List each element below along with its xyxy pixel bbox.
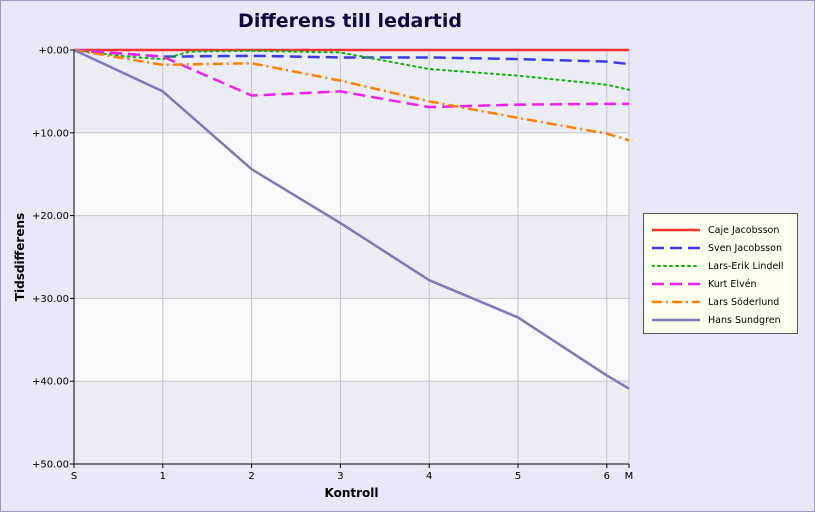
legend-item-5: Lars Söderlund [644,293,797,311]
legend-label: Kurt Elvén [708,278,757,290]
y-tick-label: +50.00 [32,460,69,471]
legend-item-2: Sven Jacobsson [644,239,797,257]
series-line-5 [73,48,630,142]
series-line-4 [73,48,629,109]
legend-item-4: Kurt Elvén [644,275,797,293]
x-tick-label: M [625,471,634,482]
plot-band [74,298,629,382]
legend-item-6: Hans Sundgren [644,311,797,329]
series-line-3 [73,49,630,91]
x-axis-title: Kontroll [325,486,379,500]
x-tick-label: 5 [515,471,521,482]
legend-swatch [652,228,700,232]
legend-label: Hans Sundgren [708,314,781,326]
y-tick-label: +0.00 [38,46,69,57]
legend-swatch [652,265,700,267]
x-tick-label: 6 [604,471,610,482]
series-line-2 [73,48,630,66]
plot-background [74,50,629,464]
tick-labels: +0.00 +10.00 +20.00 +30.00 +40.00 +50.00S 1 2 3 4… [32,46,633,483]
legend-label: Lars Söderlund [708,296,780,308]
plot-band [74,215,629,299]
legend-item-3: Lars-Erik Lindell [644,257,797,275]
chart-title: Differens till ledartid [238,10,462,32]
x-tick-label: 2 [248,471,254,482]
legend-swatch [652,282,700,286]
series-line-6 [73,48,630,390]
plot-band [74,132,629,216]
y-tick-label: +40.00 [32,377,69,388]
legend-label: Lars-Erik Lindell [708,260,784,272]
legend-label: Caje Jacobsson [708,224,780,236]
legend: Caje Jacobsson Sven Jacobsson Lars-Erik Li… [643,213,798,334]
legend-swatch [652,318,700,322]
y-tick-label: +30.00 [32,294,69,305]
plot-band [74,381,629,464]
series-layer [73,48,630,390]
legend-swatch [652,300,700,304]
y-tick-label: +20.00 [32,211,69,222]
x-tick-label: 3 [337,471,343,482]
x-tick-label: 4 [426,471,432,482]
plot-band [74,50,629,133]
legend-label: Sven Jacobsson [708,242,782,254]
legend-item-1: Caje Jacobsson [644,221,797,239]
axes [73,50,629,465]
x-tick-label: S [71,471,77,482]
x-tick-label: 1 [160,471,166,482]
legend-swatch [652,246,700,250]
y-tick-label: +10.00 [32,128,69,139]
y-axis-title: Tidsdifferens [13,213,27,301]
